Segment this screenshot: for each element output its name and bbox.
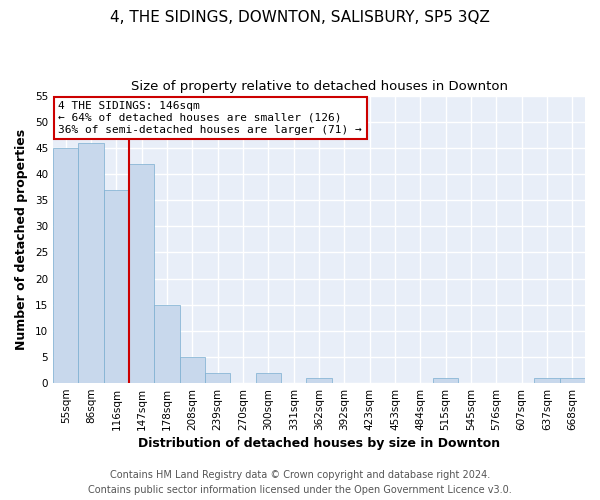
Bar: [53, 148, 79, 383]
Bar: [79, 142, 104, 383]
Text: Contains HM Land Registry data © Crown copyright and database right 2024.
Contai: Contains HM Land Registry data © Crown c…: [88, 470, 512, 495]
Bar: [256, 372, 281, 383]
Bar: [535, 378, 560, 383]
Bar: [180, 357, 205, 383]
Bar: [129, 164, 154, 383]
Text: 4, THE SIDINGS, DOWNTON, SALISBURY, SP5 3QZ: 4, THE SIDINGS, DOWNTON, SALISBURY, SP5 …: [110, 10, 490, 25]
Y-axis label: Number of detached properties: Number of detached properties: [15, 128, 28, 350]
Text: 4 THE SIDINGS: 146sqm
← 64% of detached houses are smaller (126)
36% of semi-det: 4 THE SIDINGS: 146sqm ← 64% of detached …: [58, 102, 362, 134]
X-axis label: Distribution of detached houses by size in Downton: Distribution of detached houses by size …: [138, 437, 500, 450]
Bar: [433, 378, 458, 383]
Bar: [104, 190, 129, 383]
Bar: [154, 304, 180, 383]
Bar: [560, 378, 585, 383]
Title: Size of property relative to detached houses in Downton: Size of property relative to detached ho…: [131, 80, 508, 93]
Bar: [205, 372, 230, 383]
Bar: [307, 378, 332, 383]
